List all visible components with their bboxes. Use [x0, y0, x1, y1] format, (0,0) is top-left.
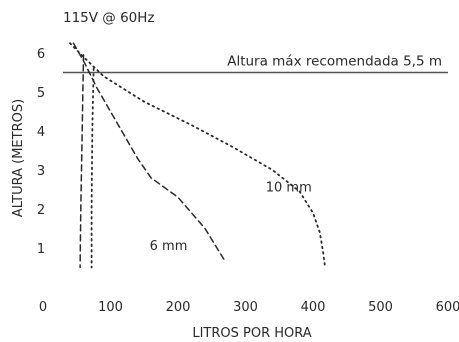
- y-axis-title: ALTURA (METROS): [11, 99, 26, 217]
- x-tick-label: 100: [98, 300, 123, 315]
- x-tick-label: 600: [436, 300, 459, 315]
- y-tick-label: 1: [37, 242, 45, 257]
- y-tick-label: 2: [37, 203, 45, 218]
- chart-series: [69, 42, 326, 269]
- max-height-reference-label: Altura máx recomendada 5,5 m: [227, 54, 442, 70]
- y-tick-label: 6: [37, 47, 45, 62]
- series-label-10mm: 10 mm: [266, 180, 312, 195]
- series-line-6mm: [72, 42, 227, 263]
- series-line-3: [90, 67, 95, 269]
- x-tick-label: 0: [39, 300, 47, 315]
- x-tick-label: 400: [301, 300, 326, 315]
- x-tick-label: 200: [166, 300, 191, 315]
- y-tick-label: 3: [37, 164, 45, 179]
- x-tick-label: 500: [368, 300, 393, 315]
- series-line-10mm: [69, 42, 326, 269]
- x-tick-label: 300: [233, 300, 258, 315]
- x-axis-ticks: 0 100 200 300 400 500 600: [39, 300, 459, 315]
- y-tick-label: 4: [37, 125, 45, 140]
- series-labels: 10 mm 6 mm: [150, 180, 312, 254]
- series-line-2: [79, 54, 85, 269]
- x-axis-title: LITROS POR HORA: [192, 326, 311, 341]
- y-tick-label: 5: [37, 86, 45, 101]
- series-label-6mm: 6 mm: [150, 239, 188, 254]
- chart-subtitle: 115V @ 60Hz: [63, 10, 155, 26]
- y-axis-ticks: 1 2 3 4 5 6: [37, 47, 45, 257]
